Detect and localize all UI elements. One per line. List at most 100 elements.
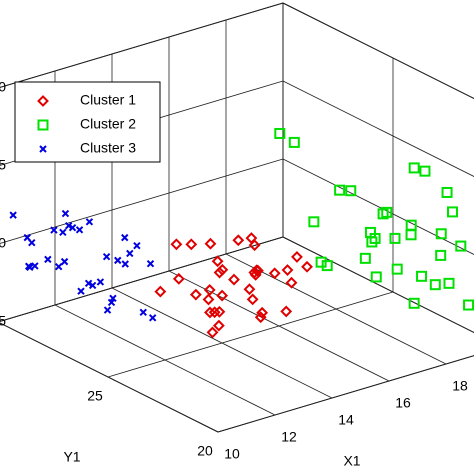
point	[212, 319, 225, 332]
point	[204, 237, 217, 250]
point	[185, 238, 198, 251]
point	[50, 226, 58, 234]
point	[250, 264, 263, 277]
point	[228, 273, 240, 286]
point	[377, 208, 389, 220]
point	[254, 311, 267, 324]
point	[203, 284, 216, 296]
point	[121, 260, 129, 268]
z-tick-label: 15	[0, 157, 6, 173]
point	[334, 184, 346, 196]
point	[280, 305, 293, 318]
point	[441, 186, 453, 198]
point	[366, 236, 378, 248]
grid-line	[282, 2, 474, 99]
grid-line	[0, 236, 284, 322]
point	[84, 279, 93, 288]
z-tick-label: 5	[0, 313, 6, 329]
legend-marker	[37, 119, 49, 131]
grid-line	[0, 158, 284, 244]
point	[291, 250, 303, 263]
point	[60, 257, 69, 266]
point	[408, 297, 420, 309]
point	[68, 223, 77, 232]
point	[211, 255, 224, 268]
y-axis-label: Y1	[63, 449, 80, 465]
point	[243, 283, 256, 296]
x-tick-label: 16	[395, 395, 411, 411]
point	[391, 263, 403, 275]
point	[189, 288, 202, 301]
z-tick-label: 20	[0, 79, 6, 95]
point	[24, 262, 33, 270]
point	[281, 264, 294, 276]
point	[301, 260, 313, 273]
point	[44, 255, 52, 264]
point	[389, 232, 401, 244]
point	[274, 127, 286, 139]
point	[109, 294, 117, 302]
x-axis-label: X1	[343, 453, 360, 469]
grid-line	[217, 355, 474, 433]
point	[148, 314, 157, 322]
point	[268, 267, 281, 280]
point	[75, 226, 84, 234]
z-tick-label: 10	[0, 235, 6, 251]
grid-line	[282, 236, 474, 333]
point	[28, 238, 36, 247]
point	[85, 218, 94, 226]
point	[308, 216, 320, 228]
point	[429, 279, 441, 291]
x-tick-label: 18	[452, 378, 468, 394]
legend-label: Cluster 1	[80, 92, 136, 108]
point	[77, 287, 85, 295]
point	[88, 281, 97, 290]
y-tick-label: 20	[197, 443, 213, 459]
point	[405, 219, 417, 231]
grid-line	[0, 2, 284, 88]
legend-label: Cluster 3	[80, 140, 136, 156]
point	[245, 232, 258, 245]
legend-marker	[37, 95, 49, 107]
point	[232, 234, 245, 247]
point	[206, 326, 219, 339]
point	[64, 221, 73, 230]
point	[246, 293, 259, 306]
point	[59, 228, 67, 236]
box-edge	[282, 2, 474, 100]
point	[213, 305, 226, 318]
point	[9, 211, 17, 219]
point	[321, 260, 333, 272]
point	[447, 206, 458, 218]
point	[172, 272, 185, 285]
point	[202, 293, 215, 306]
legend: Cluster 1 Cluster 2 Cluster 3	[14, 81, 161, 163]
point	[213, 266, 226, 279]
point	[405, 229, 417, 241]
point	[370, 271, 382, 283]
point	[416, 270, 428, 282]
point	[170, 238, 183, 251]
point	[288, 136, 300, 148]
point	[61, 209, 70, 218]
point	[216, 263, 229, 276]
x-tick-label: 14	[338, 412, 354, 428]
grid-line	[282, 80, 474, 177]
legend-label: Cluster 2	[80, 116, 136, 132]
point	[443, 277, 455, 289]
point	[463, 299, 474, 311]
point	[435, 228, 447, 240]
x-tick-label: 10	[224, 446, 240, 462]
point	[408, 162, 420, 174]
point	[146, 259, 155, 268]
point	[121, 233, 129, 242]
point	[31, 262, 39, 270]
point	[102, 252, 111, 261]
grid-line	[282, 158, 474, 255]
y-tick-label: 25	[87, 388, 103, 404]
point	[419, 165, 431, 177]
point	[359, 252, 371, 264]
point	[154, 285, 167, 298]
